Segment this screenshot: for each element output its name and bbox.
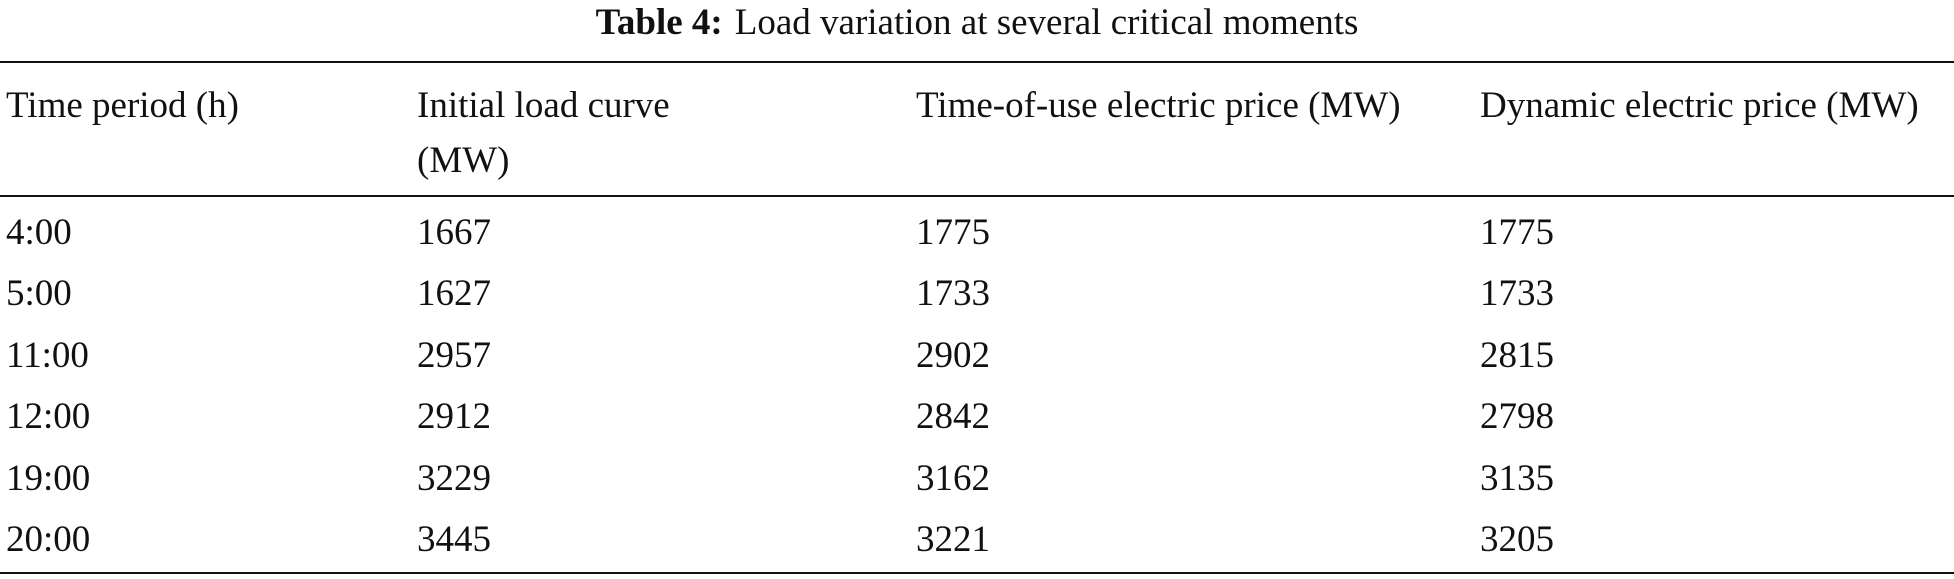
table-cell: 1627	[417, 273, 491, 315]
table-cell: 1733	[1480, 273, 1554, 315]
top-rule	[0, 61, 1954, 63]
table-cell: 1775	[916, 212, 990, 253]
table-cell: 2815	[1480, 334, 1554, 376]
table-cell: 1667	[417, 212, 491, 253]
table-cell: 20:00	[6, 519, 91, 560]
table-cell: 5:00	[6, 273, 72, 315]
caption-label: Table 4:	[595, 2, 723, 43]
table-cell: 3205	[1480, 519, 1554, 560]
table-cell: 3221	[916, 519, 990, 560]
table-caption: Table 4: Load variation at several critic…	[0, 0, 1954, 46]
caption-text: Load variation at several critical momen…	[734, 2, 1359, 43]
table-cell: 2902	[916, 334, 990, 376]
table-cell: 1733	[916, 273, 990, 315]
column-header: Time period (h)	[6, 85, 239, 126]
table-cell: 2957	[417, 334, 491, 376]
header-rule	[0, 195, 1954, 197]
table-cell: 19:00	[6, 457, 91, 499]
table-cell: 12:00	[6, 396, 91, 438]
bottom-rule	[0, 572, 1954, 574]
table-cell: 11:00	[6, 334, 89, 376]
table-cell: 2842	[916, 396, 990, 438]
table-cell: 4:00	[6, 212, 72, 253]
column-header: Time-of-use electric price (MW)	[916, 85, 1401, 126]
table-cell: 1775	[1480, 212, 1554, 253]
column-header: Initial load curve (MW)	[417, 85, 670, 181]
table-cell: 3229	[417, 457, 491, 499]
table-cell: 3135	[1480, 457, 1554, 499]
table-cell: 2912	[417, 396, 491, 438]
column-header: Dynamic electric price (MW)	[1480, 85, 1919, 126]
table-cell: 2798	[1480, 396, 1554, 438]
table-cell: 3445	[417, 519, 491, 560]
table-cell: 3162	[916, 457, 990, 499]
